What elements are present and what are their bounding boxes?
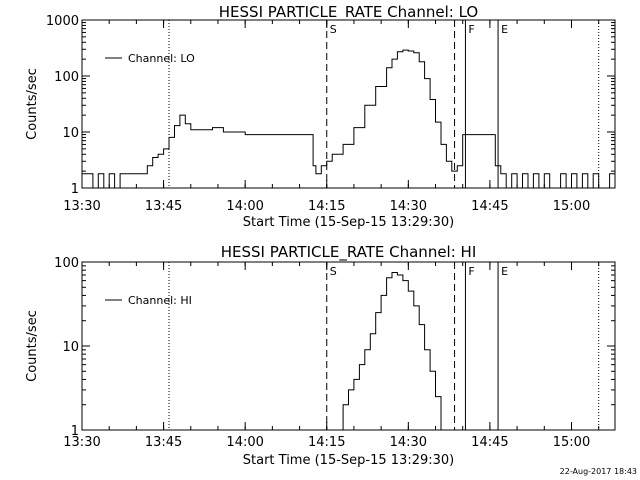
- panel-lo: HESSI PARTICLE_RATE Channel: LO 13:30 13:4…: [25, 3, 616, 230]
- y-tick-label: 100: [54, 70, 79, 85]
- y-axis-label: Counts/sec: [25, 68, 40, 140]
- y-tick-label: 1: [71, 424, 79, 439]
- event-marker-label: S: [330, 265, 337, 278]
- x-tick-label: 13:30: [63, 199, 100, 214]
- x-tick-label: 15:00: [553, 199, 590, 214]
- x-tick-label: 14:30: [390, 199, 427, 214]
- y-tick-label: 10: [62, 340, 79, 355]
- x-tick-label: 14:30: [390, 435, 427, 450]
- y-axis-label: Counts/sec: [25, 310, 40, 382]
- event-marker-label: S: [330, 23, 337, 36]
- plot-frame: [81, 19, 616, 189]
- panel-hi: HESSI PARTICLE_RATE Channel: HI 13:30 13:4…: [25, 243, 616, 468]
- chart-title: HESSI PARTICLE_RATE Channel: LO: [219, 3, 478, 22]
- event-marker-label: F: [468, 265, 474, 278]
- series-line: [337, 272, 442, 430]
- x-tick-label: 14:00: [226, 435, 263, 450]
- x-tick-label: 13:45: [145, 199, 182, 214]
- x-tick-label: 14:45: [471, 435, 508, 450]
- event-marker-label: E: [501, 23, 508, 36]
- x-tick-label: 14:45: [471, 199, 508, 214]
- y-tick-label: 1: [71, 182, 79, 197]
- legend-label: Channel: LO: [128, 52, 195, 65]
- x-tick-label: 14:00: [226, 199, 263, 214]
- legend-label: Channel: HI: [128, 294, 192, 307]
- series-line: [82, 49, 615, 188]
- x-tick-label: 15:00: [553, 435, 590, 450]
- x-tick-label: 14:15: [308, 435, 345, 450]
- chart-title: HESSI PARTICLE_RATE Channel: HI: [221, 243, 477, 262]
- event-marker-label: F: [468, 23, 474, 36]
- footer-timestamp: 22-Aug-2017 18:43: [560, 467, 637, 476]
- y-tick-label: 1000: [46, 14, 79, 29]
- y-tick-label: 100: [54, 256, 79, 271]
- x-tick-label: 13:30: [63, 435, 100, 450]
- event-marker-label: E: [501, 265, 508, 278]
- y-tick-label: 10: [62, 126, 79, 141]
- x-axis-label: Start Time (15-Sep-15 13:29:30): [243, 453, 454, 468]
- x-tick-label: 13:45: [145, 435, 182, 450]
- x-tick-label: 14:15: [308, 199, 345, 214]
- x-axis-label: Start Time (15-Sep-15 13:29:30): [243, 215, 454, 230]
